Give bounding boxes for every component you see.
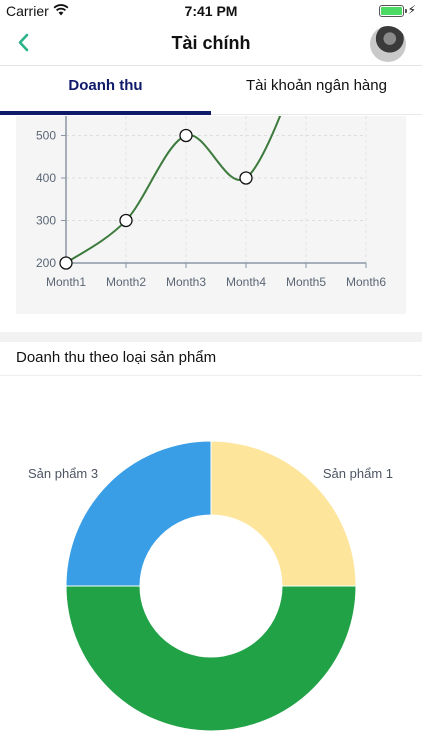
x-tick-label: Month3 — [166, 275, 206, 289]
section-separator — [0, 332, 422, 342]
y-tick-label: 500 — [36, 129, 56, 143]
x-tick-label: Month5 — [286, 275, 326, 289]
x-tick-label: Month6 — [346, 275, 386, 289]
status-time: 7:41 PM — [184, 3, 238, 19]
tab-revenue[interactable]: Doanh thu — [68, 77, 143, 94]
data-point[interactable] — [119, 213, 133, 228]
wifi-icon — [53, 4, 69, 16]
charging-bolt-icon: ⚡ — [407, 3, 416, 17]
donut-slice-label: Sản phẩm 1 — [323, 466, 393, 481]
x-tick-label: Month4 — [226, 275, 266, 289]
revenue-line-chart: 200 300 400 500 Month1 Month2 Month3 Month4 Mont… — [16, 116, 406, 314]
data-point[interactable] — [239, 171, 253, 185]
product-donut-chart: Sản phẩm 1 Sản phẩm 3 — [28, 440, 393, 732]
tab-bar: Doanh thu Tài khoản ngân hàng — [0, 67, 422, 115]
y-tick-label: 400 — [36, 171, 56, 185]
nav-bar: Tài chính — [0, 22, 422, 66]
status-bar: Carrier 7:41 PM ⚡ — [0, 0, 422, 22]
donut-slice-label: Sản phẩm 3 — [28, 466, 98, 481]
carrier-label: Carrier — [6, 3, 49, 19]
line-chart-canvas: 200 300 400 500 Month1 Month2 Month3 Month4 Mont… — [36, 116, 386, 289]
data-point[interactable] — [59, 256, 73, 270]
donut-slice[interactable] — [210, 440, 357, 587]
battery-icon — [379, 5, 407, 17]
x-tick-label: Month2 — [106, 275, 146, 289]
donut-section-title: Doanh thu theo loại sản phẩm — [16, 349, 217, 366]
page-title: Tài chính — [171, 33, 251, 53]
tab-active-indicator — [0, 111, 211, 115]
tab-bank-accounts[interactable]: Tài khoản ngân hàng — [246, 77, 387, 94]
donut-slice[interactable] — [65, 440, 212, 587]
x-tick-label: Month1 — [46, 275, 86, 289]
section-divider — [0, 375, 422, 376]
data-point[interactable] — [179, 128, 193, 143]
donut-slice[interactable] — [65, 585, 357, 732]
chevron-left-icon[interactable] — [10, 28, 40, 58]
y-tick-label: 300 — [36, 214, 56, 228]
avatar[interactable] — [370, 26, 406, 62]
y-tick-label: 200 — [36, 256, 56, 270]
